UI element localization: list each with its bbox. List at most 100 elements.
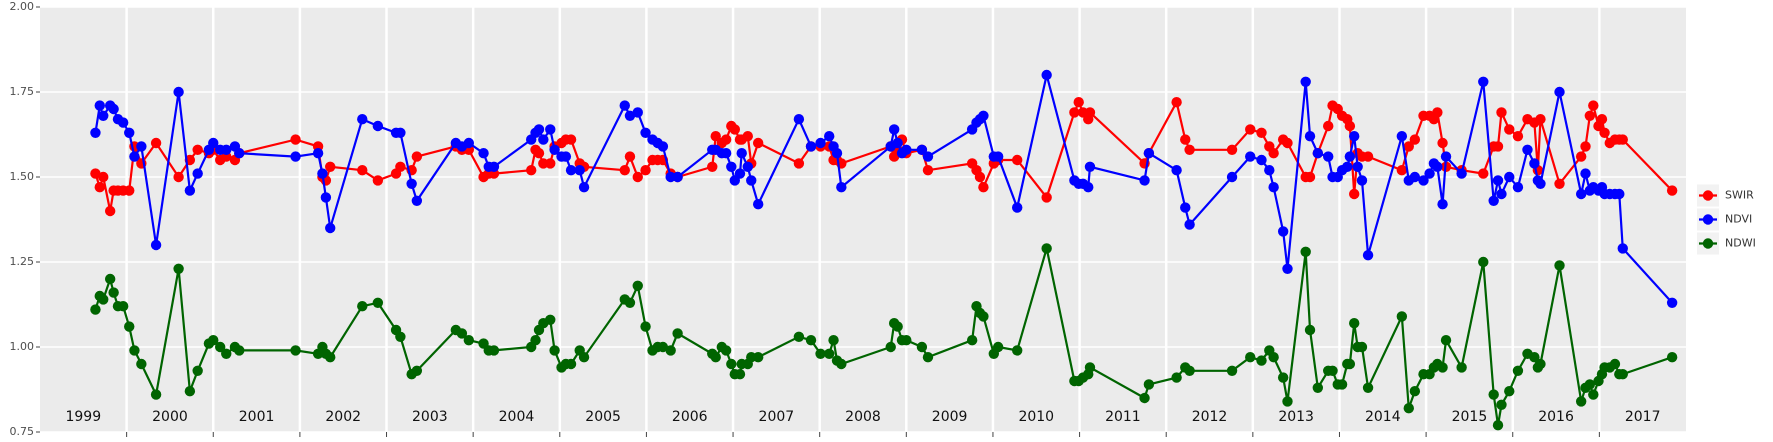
data-point — [1323, 151, 1334, 162]
data-point — [290, 151, 301, 162]
data-point — [545, 124, 556, 135]
data-point — [357, 301, 368, 312]
data-point — [1362, 382, 1374, 393]
data-point — [395, 127, 406, 138]
data-point — [411, 365, 423, 376]
y-tick-label: 1.50 — [10, 170, 35, 183]
data-point — [1403, 403, 1414, 414]
data-point — [657, 141, 669, 152]
data-point — [150, 239, 162, 251]
x-tick-label: 2001 — [239, 409, 275, 425]
data-point — [221, 144, 232, 155]
data-point — [1437, 137, 1448, 149]
data-point — [916, 144, 928, 155]
data-point — [1456, 362, 1467, 373]
data-point — [1522, 144, 1533, 155]
data-point — [1504, 171, 1515, 183]
data-point — [1588, 389, 1599, 400]
data-point — [325, 222, 336, 234]
legend-label: NDWI — [1725, 237, 1756, 250]
data-point — [90, 168, 101, 179]
data-point — [1300, 246, 1311, 257]
data-point — [1184, 219, 1195, 230]
data-point — [184, 185, 196, 196]
data-point — [372, 175, 384, 186]
data-point — [1424, 168, 1435, 179]
data-point — [1268, 182, 1279, 193]
data-point — [530, 335, 541, 346]
data-point — [1245, 352, 1256, 363]
data-point — [831, 148, 843, 159]
data-point — [1512, 131, 1524, 142]
data-point — [1496, 107, 1507, 118]
data-point — [234, 148, 245, 159]
data-point — [1504, 386, 1515, 397]
data-point — [1409, 171, 1421, 183]
data-point — [624, 110, 636, 122]
data-point — [922, 352, 934, 363]
data-point — [290, 345, 301, 356]
data-point — [1171, 97, 1182, 108]
data-point — [1617, 369, 1628, 380]
data-point — [1073, 97, 1084, 108]
data-point — [1492, 420, 1504, 431]
data-point — [1323, 120, 1334, 132]
data-point — [836, 182, 847, 193]
data-point — [173, 171, 184, 183]
data-point — [1349, 188, 1360, 200]
data-point — [736, 148, 747, 159]
data-point — [549, 345, 560, 356]
data-point — [1535, 358, 1546, 370]
data-point — [184, 386, 196, 397]
data-point — [1041, 69, 1052, 81]
data-point — [992, 151, 1004, 162]
x-tick-label: 2011 — [1105, 409, 1141, 425]
data-point — [1403, 141, 1414, 152]
data-point — [533, 148, 545, 159]
data-point — [720, 345, 732, 356]
data-point — [1264, 165, 1275, 176]
data-point — [1084, 362, 1096, 373]
y-tick-label: 1.00 — [10, 340, 35, 353]
data-point — [1268, 148, 1279, 159]
y-tick-label: 0.75 — [10, 425, 35, 438]
x-tick-label: 2016 — [1538, 409, 1574, 425]
x-tick-label: 2014 — [1365, 409, 1401, 425]
data-point — [1396, 311, 1408, 322]
data-point — [1256, 355, 1267, 366]
x-tick-label: 2007 — [759, 409, 795, 425]
data-point — [1226, 171, 1238, 183]
x-tick-label: 2010 — [1018, 409, 1054, 425]
data-point — [124, 127, 135, 138]
data-point — [1584, 379, 1596, 390]
data-point — [1344, 151, 1356, 162]
data-point — [729, 124, 740, 135]
data-point — [1362, 250, 1374, 261]
data-point — [1512, 182, 1524, 193]
data-point — [1488, 195, 1499, 206]
data-point — [707, 161, 718, 172]
data-point — [150, 137, 162, 149]
data-point — [916, 341, 928, 353]
data-point — [136, 358, 147, 370]
data-point — [672, 171, 683, 183]
data-point — [129, 345, 140, 356]
data-point — [922, 151, 934, 162]
data-point — [108, 287, 119, 298]
data-point — [1327, 365, 1338, 376]
x-tick-label: 2009 — [932, 409, 968, 425]
data-point — [1184, 365, 1195, 376]
x-tick-label: 2015 — [1452, 409, 1488, 425]
data-point — [1666, 185, 1678, 196]
data-point — [290, 134, 301, 145]
data-point — [98, 294, 109, 305]
data-point — [1529, 352, 1540, 363]
data-point — [1245, 124, 1256, 135]
data-point — [1496, 399, 1507, 410]
data-point — [978, 110, 989, 122]
data-point — [1580, 168, 1591, 179]
data-point — [90, 304, 101, 315]
data-point — [545, 314, 556, 325]
